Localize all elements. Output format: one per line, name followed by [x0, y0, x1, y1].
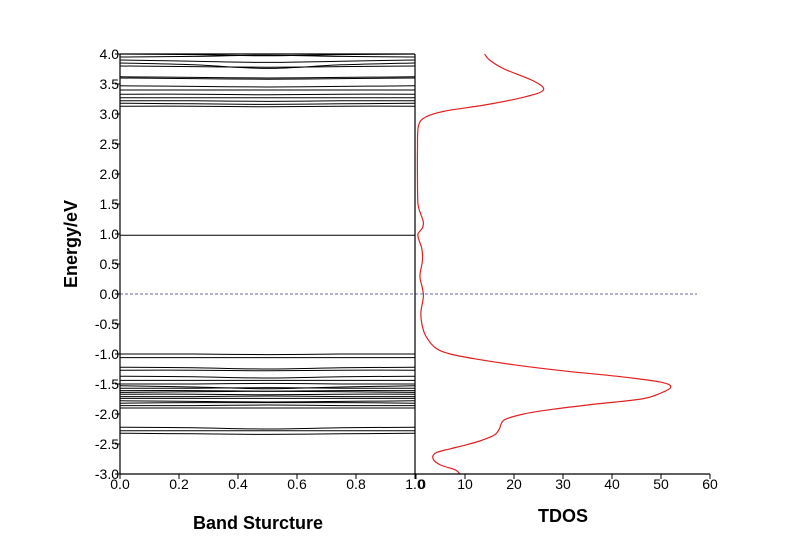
dos-x-tick-label: 40 — [604, 476, 620, 492]
dos-x-tick-label: 0 — [418, 476, 426, 492]
band-x-tick-label: 0.8 — [346, 476, 366, 492]
band-line-15 — [119, 353, 416, 356]
band-x-tick-label: 1.0 — [405, 476, 425, 492]
band-x-tick-label: 0.6 — [287, 476, 307, 492]
band-lines — [119, 53, 416, 435]
y-tick-label: -0.5 — [95, 316, 119, 332]
y-tick-label: 2.5 — [100, 136, 120, 152]
dos-x-tick-label: 20 — [506, 476, 522, 492]
band-line-26 — [119, 393, 416, 396]
band-line-21 — [119, 382, 416, 385]
band-x-tick-label: 0.0 — [110, 476, 130, 492]
y-tick-label: -3.0 — [95, 466, 119, 482]
band-line-33 — [119, 426, 416, 430]
y-tick-label: 1.5 — [100, 196, 120, 212]
tick-labels: -3.0 -2.5 -2.0 -1.5 -1.0 -0.5 0.0 0.5 1.0 1.5 2.0 2… — [95, 46, 718, 492]
band-line-18 — [119, 369, 416, 372]
band-line-4 — [119, 65, 416, 68]
y-tick-label: 3.5 — [100, 76, 120, 92]
y-axis-title: Energy/eV — [61, 200, 81, 288]
y-tick-label: 4.0 — [100, 46, 120, 62]
band-line-17 — [119, 366, 416, 370]
band-line-22 — [119, 385, 416, 390]
band-line-23 — [119, 387, 416, 389]
y-tick-label: 1.0 — [100, 226, 120, 242]
y-tick-label: -2.0 — [95, 406, 119, 422]
y-tick-label: 3.0 — [100, 106, 120, 122]
y-tick-label: 0.5 — [100, 256, 120, 272]
band-line-6 — [119, 77, 416, 80]
y-tick-label: -2.5 — [95, 436, 119, 452]
dos-x-tick-label: 50 — [653, 476, 669, 492]
band-line-19 — [119, 375, 416, 379]
band-line-12 — [119, 102, 416, 105]
x-axis-title-band: Band Sturcture — [193, 513, 323, 533]
tdos-curve — [416, 53, 672, 475]
dos-curve-group — [416, 53, 672, 475]
band-line-3 — [119, 62, 416, 69]
dos-x-tick-label: 10 — [457, 476, 473, 492]
band-line-13 — [119, 105, 416, 108]
band-line-11 — [119, 100, 416, 102]
band-line-31 — [119, 404, 416, 407]
band-line-30 — [119, 402, 416, 404]
band-line-29 — [119, 400, 416, 403]
band-x-tick-label: 0.2 — [169, 476, 189, 492]
y-tick-label: -1.5 — [95, 376, 119, 392]
dos-x-tick-label: 30 — [555, 476, 571, 492]
axes — [119, 53, 710, 475]
band-line-2 — [119, 59, 416, 63]
band-line-5 — [119, 76, 416, 79]
band-line-1 — [119, 54, 416, 58]
band-x-tick-label: 0.4 — [228, 476, 248, 492]
y-tick-label: -1.0 — [95, 346, 119, 362]
band-line-25 — [119, 390, 416, 393]
band-line-7 — [119, 85, 416, 88]
band-line-9 — [119, 93, 416, 96]
band-line-27 — [119, 395, 416, 398]
x-axis-title-dos: TDOS — [538, 506, 588, 526]
y-tick-label: 2.0 — [100, 166, 120, 182]
dos-x-tick-label: 60 — [702, 476, 718, 492]
band-line-35 — [119, 432, 416, 435]
y-tick-label: 0.0 — [100, 286, 120, 302]
